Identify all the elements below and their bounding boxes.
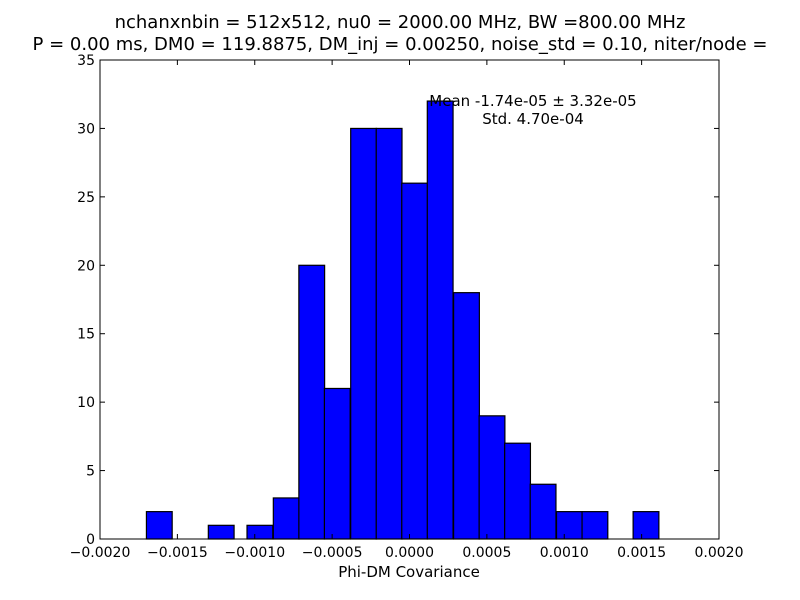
histogram-bar-5 (323, 387, 351, 540)
histogram-bar-3 (272, 497, 300, 540)
x-axis-label: Phi-DM Covariance (338, 563, 480, 581)
x-tick-label-6: 0.0010 (540, 545, 589, 561)
histogram-bar-7 (375, 127, 403, 540)
histogram-bar-11 (478, 415, 506, 540)
y-tick-label-5: 25 (77, 190, 95, 206)
histogram-bar-8 (401, 182, 429, 540)
histogram-bar-15 (581, 511, 609, 540)
histogram-bar-16 (632, 511, 660, 540)
y-tick-label-7: 35 (77, 53, 95, 69)
y-tick-label-1: 5 (86, 464, 95, 480)
histogram-bar-10 (453, 292, 480, 540)
histogram-bar-4 (298, 264, 326, 540)
y-tick-label-2: 10 (77, 395, 95, 411)
x-axis-ticks: −0.0020 −0.0015 −0.0010 −0.0005 0.0000 0.0005… (70, 60, 744, 561)
histogram-bar-13 (529, 483, 557, 540)
std-annotation: Std. 4.70e-04 (482, 110, 584, 128)
y-tick-label-6: 30 (77, 121, 95, 137)
histogram-bar-12 (504, 442, 532, 540)
histogram-bar-9 (426, 100, 454, 540)
x-tick-label-7: 0.0015 (617, 545, 666, 561)
x-tick-label-8: 0.0020 (695, 545, 744, 561)
histogram-bar-2 (246, 524, 274, 540)
x-tick-label-1: −0.0015 (147, 545, 208, 561)
chart-title-line-2: P = 0.00 ms, DM0 = 119.8875, DM_inj = 0.… (32, 34, 768, 55)
histogram-bar-1 (207, 524, 235, 540)
x-tick-label-5: 0.0005 (462, 545, 511, 561)
x-tick-label-3: −0.0005 (302, 545, 363, 561)
y-tick-label-4: 20 (77, 258, 95, 274)
y-tick-label-3: 15 (77, 327, 95, 343)
histogram-bar-0 (145, 511, 173, 540)
histogram-bars (145, 100, 660, 540)
chart-title-line-1: nchanxnbin = 512x512, nu0 = 2000.00 MHz,… (114, 12, 686, 33)
histogram-bar-6 (350, 127, 378, 540)
x-tick-label-4: 0.0000 (385, 545, 434, 561)
y-tick-label-0: 0 (86, 532, 95, 548)
mean-annotation: Mean -1.74e-05 ± 3.32e-05 (429, 92, 636, 110)
y-axis-ticks: 0 5 10 15 20 25 30 35 (77, 53, 719, 548)
histogram-bar-14 (555, 511, 583, 540)
x-tick-label-2: −0.0010 (224, 545, 285, 561)
x-tick-label-0: −0.0020 (70, 545, 131, 561)
